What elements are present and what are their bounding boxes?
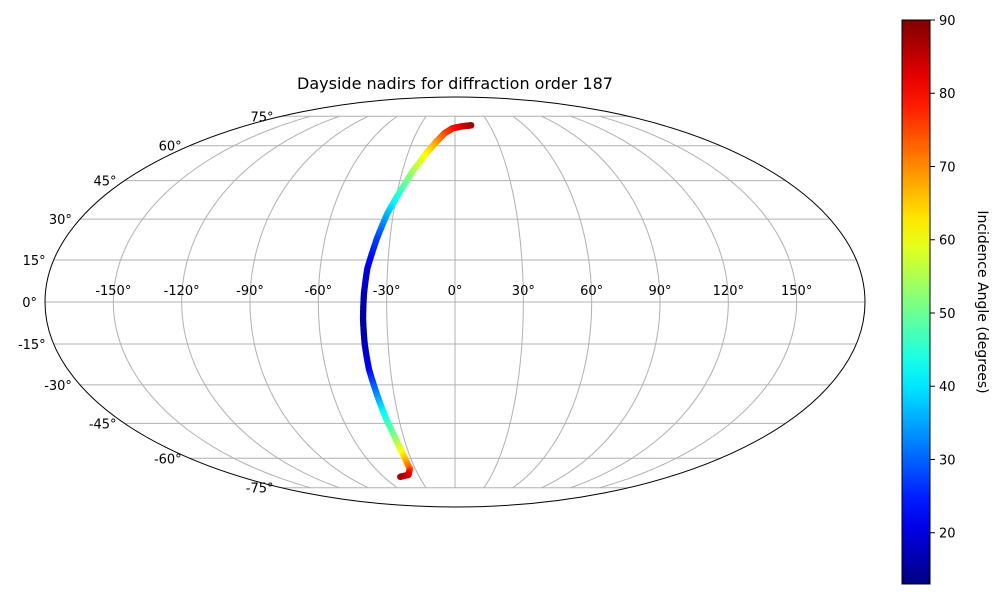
map-outline	[44, 96, 866, 508]
nadir-point	[397, 473, 404, 480]
latitude-tick-label: 60°	[159, 140, 182, 155]
meridian-line	[512, 115, 593, 489]
latitude-tick-label: -15°	[18, 338, 46, 353]
colorbar-tick-label: 60	[939, 234, 956, 249]
colorbar-tick-label: 20	[939, 527, 956, 542]
colorbar-tick-label: 50	[939, 307, 956, 322]
longitude-tick-label: 30°	[512, 284, 535, 299]
meridian-line	[317, 115, 398, 489]
chart-title: Dayside nadirs for diffraction order 187	[297, 74, 613, 93]
longitude-tick-label: -150°	[95, 284, 131, 299]
longitude-tick-label: 120°	[713, 284, 744, 299]
colorbar-tick-label: 80	[939, 87, 956, 102]
longitude-tick-label: -60°	[304, 284, 332, 299]
latitude-tick-labels: -75° -60° -45° -30° -15° 0° 15° 30° 45° 60° 75°	[18, 110, 274, 496]
longitude-tick-labels: -150° -120° -90° -60° -30° 0° 30° 60° 90° 120° 150…	[95, 284, 812, 299]
latitude-tick-label: -75°	[246, 482, 274, 497]
meridian-line	[181, 115, 340, 489]
colorbar-label: Incidence Angle (degrees)	[974, 210, 990, 393]
latitude-tick-label: -45°	[89, 417, 117, 432]
longitude-tick-label: -30°	[373, 284, 401, 299]
colorbar-ticks: 20 30 40 50 60 70 80 90	[930, 14, 956, 542]
latitude-tick-label: 30°	[49, 213, 72, 228]
colorbar-tick-label: 30	[939, 453, 956, 468]
meridian-line	[249, 115, 369, 489]
meridian-line	[541, 115, 661, 489]
latitude-tick-label: 45°	[94, 175, 117, 190]
meridian-line	[483, 115, 524, 489]
graticule	[45, 115, 865, 489]
longitude-tick-label: -120°	[164, 284, 200, 299]
colorbar-tick-label: 40	[939, 380, 956, 395]
meridian-line	[599, 115, 798, 489]
longitude-tick-label: 150°	[781, 284, 812, 299]
latitude-tick-label: 15°	[23, 254, 46, 269]
longitude-tick-label: 90°	[648, 284, 671, 299]
latitude-tick-label: 75°	[250, 110, 273, 125]
meridian-line	[112, 115, 311, 489]
colorbar	[901, 19, 931, 585]
meridian-line	[386, 115, 427, 489]
longitude-tick-label: 60°	[580, 284, 603, 299]
colorbar-tick-label: 90	[939, 14, 956, 29]
meridian-line	[570, 115, 729, 489]
colorbar-tick-label: 70	[939, 160, 956, 175]
longitude-tick-label: 0°	[448, 284, 463, 299]
nadir-track	[359, 122, 475, 480]
latitude-tick-label: -30°	[44, 379, 72, 394]
longitude-tick-label: -90°	[236, 284, 264, 299]
latitude-tick-label: 0°	[22, 296, 37, 311]
latitude-tick-label: -60°	[154, 452, 182, 467]
